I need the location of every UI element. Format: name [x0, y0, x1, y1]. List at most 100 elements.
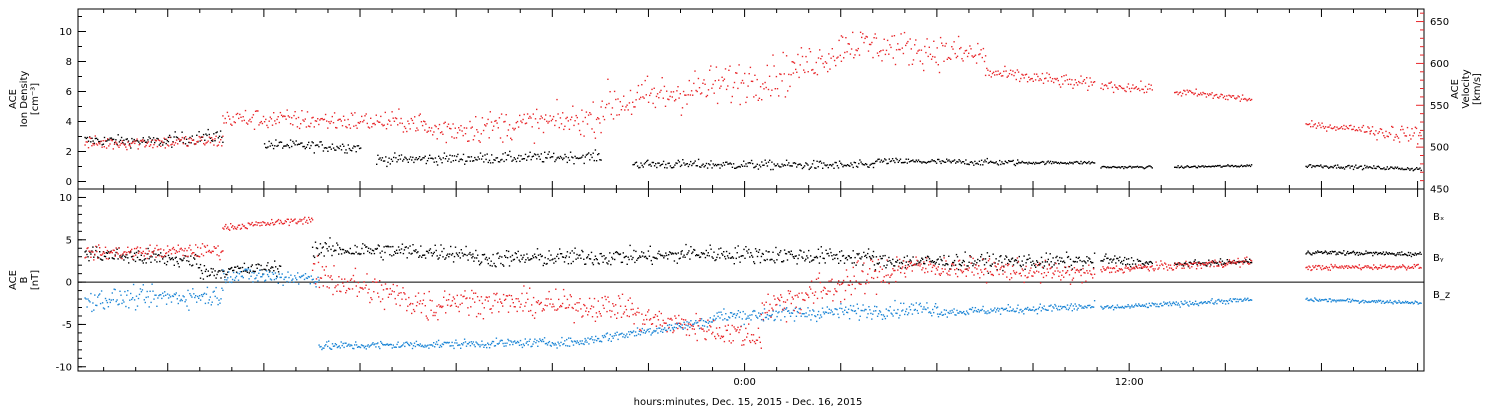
data-point [880, 314, 883, 316]
data-point [111, 257, 113, 259]
data-point [1354, 253, 1357, 256]
data-point [129, 145, 131, 147]
y-axis-label-line: B [19, 276, 30, 283]
data-point [1071, 79, 1073, 81]
data-point [148, 136, 150, 138]
data-point [1385, 130, 1387, 133]
data-point [1159, 303, 1161, 305]
data-point [1222, 302, 1224, 304]
data-point [548, 151, 550, 153]
data-point [187, 145, 189, 147]
data-point [452, 261, 455, 263]
data-point [188, 141, 190, 144]
data-point [1006, 76, 1008, 78]
data-point [1117, 166, 1119, 168]
data-point [720, 247, 722, 249]
data-point [243, 119, 245, 122]
data-point [347, 344, 349, 346]
data-point [1040, 256, 1043, 259]
data-point [762, 83, 764, 85]
data-point [430, 252, 433, 254]
data-point [848, 164, 850, 167]
data-point [159, 294, 161, 296]
data-point [791, 312, 794, 314]
data-point [1002, 309, 1005, 311]
data-point [306, 144, 309, 146]
data-point [1130, 257, 1133, 259]
data-point [251, 271, 253, 274]
data-point [1025, 73, 1028, 75]
data-point [586, 256, 589, 258]
data-point [119, 139, 122, 141]
data-point [476, 159, 478, 161]
data-point [224, 117, 226, 120]
data-point [708, 255, 710, 257]
data-point [678, 325, 680, 327]
data-point [254, 278, 256, 280]
data-point [693, 162, 695, 164]
data-point [396, 161, 398, 163]
data-point [337, 346, 339, 348]
data-point [1418, 134, 1420, 137]
data-point [889, 44, 891, 46]
data-point [1124, 166, 1126, 168]
data-point [1369, 133, 1371, 135]
data-point [1238, 298, 1240, 301]
data-point [146, 253, 148, 255]
data-point [557, 113, 559, 115]
data-point [756, 163, 758, 165]
data-point [1088, 160, 1090, 163]
data-point [354, 112, 356, 114]
data-point [739, 166, 741, 168]
data-point [825, 311, 828, 314]
data-point [476, 257, 478, 259]
data-point [504, 152, 506, 154]
data-point [267, 126, 269, 129]
data-point [980, 256, 982, 258]
data-point [948, 159, 950, 161]
data-point [408, 123, 410, 125]
data-point [107, 139, 109, 141]
data-point [749, 66, 752, 69]
data-point [285, 118, 287, 120]
data-point [231, 278, 234, 281]
data-point [438, 346, 441, 348]
data-point [689, 326, 691, 328]
data-point [635, 250, 637, 253]
data-point [385, 156, 387, 158]
data-point [155, 253, 157, 255]
data-point [1248, 261, 1250, 263]
data-point [288, 116, 291, 118]
data-point [90, 292, 92, 295]
data-point [665, 329, 668, 331]
data-point [643, 329, 645, 331]
data-point [1342, 252, 1344, 254]
data-point [757, 99, 759, 101]
data-point [1128, 165, 1131, 168]
data-point [690, 90, 693, 92]
data-point [1343, 299, 1345, 302]
data-point [600, 159, 602, 161]
data-point [581, 109, 583, 111]
data-point [599, 159, 601, 161]
data-point [344, 152, 346, 154]
data-point [689, 94, 692, 96]
data-point [502, 342, 504, 345]
data-point [176, 298, 178, 300]
data-point [173, 264, 175, 266]
data-point [672, 253, 675, 255]
data-point [1395, 133, 1397, 136]
data-point [676, 262, 678, 264]
data-point [472, 253, 474, 255]
data-point [884, 254, 886, 257]
data-point [367, 126, 370, 128]
data-point [139, 143, 141, 145]
data-point [461, 343, 463, 345]
data-point [723, 308, 725, 310]
data-point [952, 261, 954, 264]
data-point [1365, 250, 1367, 252]
data-point [1064, 266, 1067, 269]
data-point [240, 275, 243, 278]
data-point [537, 345, 539, 347]
data-point [108, 145, 110, 147]
